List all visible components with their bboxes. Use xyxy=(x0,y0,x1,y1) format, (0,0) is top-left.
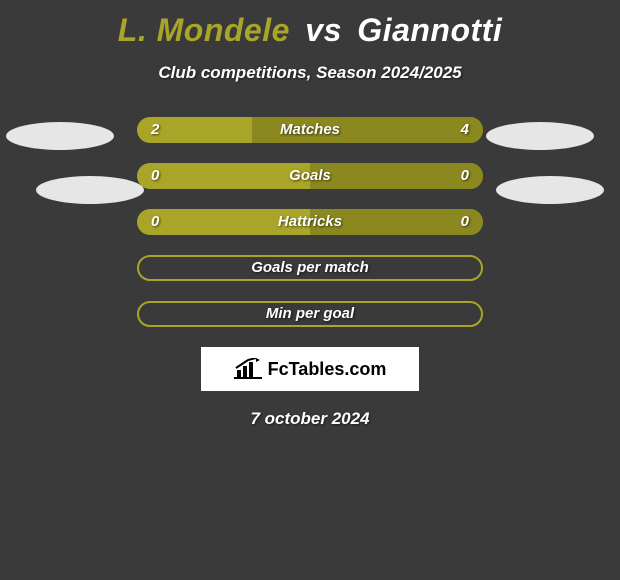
stat-row-hattricks: 0 Hattricks 0 xyxy=(137,209,483,235)
date-text: 7 october 2024 xyxy=(0,409,620,429)
stats-container: 2 Matches 4 0 Goals 0 0 Hattricks 0 Goal… xyxy=(137,117,483,327)
fctables-logo: FcTables.com xyxy=(201,347,419,391)
goals-label: Goals xyxy=(137,163,483,189)
stat-row-matches: 2 Matches 4 xyxy=(137,117,483,143)
chart-icon xyxy=(234,358,262,380)
logo-text: FcTables.com xyxy=(268,359,387,380)
mpg-label: Min per goal xyxy=(139,303,481,325)
stat-row-goals: 0 Goals 0 xyxy=(137,163,483,189)
player-2-badge-bottom xyxy=(496,176,604,204)
player-2-name: Giannotti xyxy=(357,12,502,48)
subtitle: Club competitions, Season 2024/2025 xyxy=(0,63,620,83)
player-1-badge-bottom xyxy=(36,176,144,204)
hattricks-label: Hattricks xyxy=(137,209,483,235)
goals-right-value: 0 xyxy=(461,163,469,189)
gpm-label: Goals per match xyxy=(139,257,481,279)
hattricks-right-value: 0 xyxy=(461,209,469,235)
matches-label: Matches xyxy=(137,117,483,143)
stat-row-gpm: Goals per match xyxy=(137,255,483,281)
player-1-badge-top xyxy=(6,122,114,150)
comparison-title: L. Mondele vs Giannotti xyxy=(0,0,620,49)
stat-row-mpg: Min per goal xyxy=(137,301,483,327)
vs-text: vs xyxy=(305,12,342,48)
player-1-name: L. Mondele xyxy=(118,12,290,48)
matches-right-value: 4 xyxy=(461,117,469,143)
player-2-badge-top xyxy=(486,122,594,150)
